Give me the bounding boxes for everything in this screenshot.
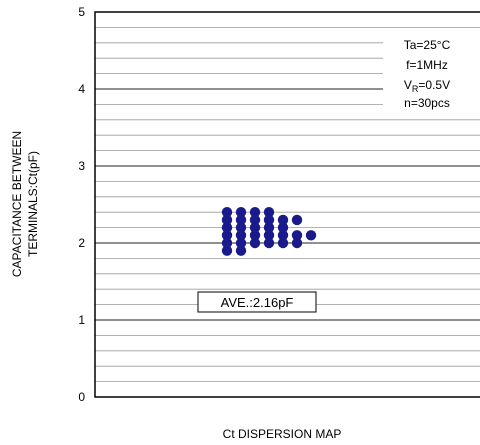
data-point bbox=[221, 245, 233, 256]
x-axis-label: Ct DISPERSION MAP bbox=[223, 427, 342, 441]
data-point bbox=[263, 207, 275, 218]
data-point bbox=[277, 222, 289, 233]
condition-sample-count: n=30pcs bbox=[404, 96, 450, 110]
average-annotation: AVE.:2.16pF bbox=[197, 291, 317, 313]
data-point bbox=[235, 222, 247, 233]
data-point bbox=[221, 207, 233, 218]
conditions-box: Ta=25°C f=1MHz VR=0.5V n=30pcs bbox=[383, 34, 480, 112]
vr-value: =0.5V bbox=[418, 78, 450, 92]
data-point bbox=[221, 237, 233, 249]
data-point bbox=[221, 230, 233, 241]
vr-subscript: R bbox=[412, 84, 419, 94]
data-point bbox=[277, 214, 289, 226]
y-axis-label-line1: CAPACITANCE BETWEEN bbox=[10, 131, 24, 277]
data-point bbox=[263, 214, 275, 226]
conditions-background bbox=[383, 34, 480, 112]
data-point bbox=[291, 230, 303, 241]
data-point bbox=[221, 214, 233, 226]
y-tick-label: 2 bbox=[78, 236, 85, 250]
data-point bbox=[291, 214, 303, 226]
data-point bbox=[291, 237, 303, 249]
data-point bbox=[235, 230, 247, 241]
data-point bbox=[263, 237, 275, 249]
data-point bbox=[277, 237, 289, 249]
data-point bbox=[249, 207, 261, 218]
y-axis-label-line2: TERMINALS:Ct(pF) bbox=[26, 151, 40, 257]
y-tick-label: 5 bbox=[78, 5, 85, 19]
condition-reverse-voltage: VR=0.5V bbox=[404, 78, 450, 94]
data-point bbox=[235, 214, 247, 226]
data-point bbox=[249, 230, 261, 241]
average-box bbox=[197, 291, 317, 313]
data-point bbox=[221, 222, 233, 233]
average-label: AVE.:2.16pF bbox=[221, 295, 294, 310]
y-tick-label: 0 bbox=[78, 390, 85, 404]
data-point bbox=[263, 230, 275, 241]
data-points bbox=[221, 207, 317, 256]
y-tick-label: 1 bbox=[78, 313, 85, 327]
data-point bbox=[277, 230, 289, 241]
vr-symbol: V bbox=[404, 78, 412, 92]
data-point bbox=[249, 214, 261, 226]
data-point bbox=[305, 230, 317, 241]
condition-frequency: f=1MHz bbox=[406, 58, 448, 72]
data-point bbox=[235, 207, 247, 218]
data-point bbox=[235, 245, 247, 256]
data-point bbox=[249, 237, 261, 249]
data-point bbox=[263, 222, 275, 233]
y-axis-ticks: 0 1 2 3 4 5 bbox=[78, 5, 85, 404]
plot-frame bbox=[94, 11, 480, 398]
y-tick-label: 4 bbox=[78, 82, 85, 96]
y-tick-label: 3 bbox=[78, 159, 85, 173]
data-point bbox=[235, 237, 247, 249]
data-point bbox=[249, 222, 261, 233]
condition-temperature: Ta=25°C bbox=[404, 38, 451, 52]
